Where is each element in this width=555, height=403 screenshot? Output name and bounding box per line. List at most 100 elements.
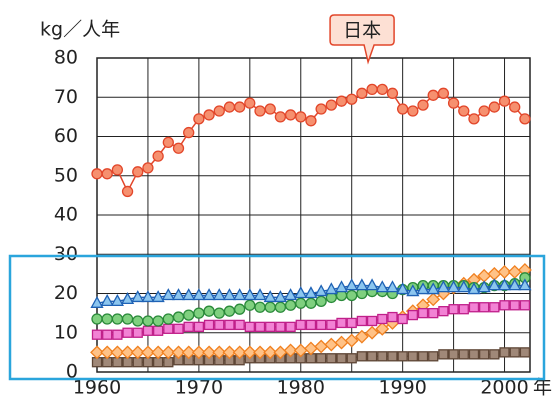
marker	[468, 302, 480, 313]
marker	[193, 321, 205, 333]
x-tick-label: 1960	[73, 377, 121, 399]
marker	[232, 345, 247, 360]
marker	[171, 345, 186, 360]
marker	[354, 329, 369, 344]
marker	[326, 353, 337, 364]
marker	[244, 97, 256, 109]
marker	[325, 99, 337, 111]
marker	[334, 335, 349, 350]
y-axis-label: kg／人年	[40, 19, 120, 41]
marker	[233, 101, 246, 113]
marker	[489, 302, 500, 313]
marker	[375, 321, 390, 336]
marker	[468, 113, 480, 125]
marker	[315, 103, 327, 115]
marker	[283, 343, 298, 358]
marker	[406, 284, 420, 297]
marker	[192, 288, 206, 301]
marker	[263, 345, 278, 360]
marker	[183, 309, 195, 321]
marker	[223, 305, 236, 317]
marker	[242, 345, 257, 360]
marker	[285, 321, 296, 333]
marker	[224, 319, 235, 331]
marker	[326, 319, 337, 331]
marker	[438, 349, 449, 360]
marker	[152, 150, 164, 162]
marker	[172, 142, 185, 154]
marker	[305, 297, 317, 309]
marker	[336, 353, 347, 364]
marker	[203, 305, 215, 317]
marker	[477, 280, 491, 293]
marker	[447, 97, 460, 109]
marker	[387, 311, 398, 323]
y-tick-label: 0	[66, 361, 78, 383]
marker	[203, 319, 215, 331]
marker	[141, 290, 155, 303]
marker	[396, 282, 410, 295]
marker	[467, 282, 481, 295]
marker	[112, 329, 123, 340]
marker	[253, 345, 267, 360]
marker	[468, 349, 480, 360]
marker	[489, 349, 500, 360]
marker	[264, 103, 276, 115]
marker	[132, 315, 144, 327]
x-tick-label: 1970	[175, 377, 223, 399]
marker	[193, 113, 205, 125]
marker	[222, 345, 237, 360]
marker	[305, 319, 317, 331]
marker	[181, 345, 196, 360]
marker	[152, 315, 164, 327]
marker	[214, 319, 225, 331]
marker	[131, 290, 145, 303]
marker	[263, 290, 277, 303]
marker	[315, 353, 327, 364]
y-tick-label: 40	[54, 204, 78, 226]
marker	[509, 101, 521, 113]
marker	[478, 105, 490, 117]
marker	[120, 345, 135, 360]
marker	[100, 345, 115, 360]
marker	[142, 315, 154, 327]
marker	[386, 87, 399, 99]
series-label: 日本	[343, 20, 381, 42]
marker	[457, 280, 471, 293]
marker	[458, 349, 469, 360]
marker	[212, 288, 226, 301]
marker	[233, 303, 246, 315]
marker	[163, 323, 174, 334]
callout	[329, 14, 395, 65]
marker	[141, 345, 155, 360]
marker	[254, 301, 266, 313]
marker	[223, 101, 236, 113]
marker	[111, 313, 124, 325]
marker	[274, 301, 287, 313]
marker	[294, 286, 308, 299]
marker	[336, 317, 347, 329]
marker	[91, 313, 103, 325]
marker	[376, 83, 388, 96]
marker	[487, 266, 502, 281]
marker	[275, 321, 286, 333]
marker	[222, 288, 237, 301]
marker	[284, 299, 297, 311]
marker	[365, 278, 379, 291]
marker	[284, 109, 297, 121]
marker	[438, 306, 449, 317]
marker	[366, 315, 378, 327]
marker	[172, 311, 185, 323]
marker	[499, 347, 510, 358]
marker	[345, 278, 359, 291]
marker	[375, 280, 389, 293]
marker	[448, 304, 459, 315]
marker	[191, 345, 206, 360]
marker	[314, 339, 329, 354]
marker	[121, 185, 134, 198]
marker	[273, 290, 287, 303]
y-tick-label: 30	[54, 243, 78, 265]
marker	[152, 325, 164, 336]
marker	[161, 288, 175, 301]
marker	[130, 345, 145, 360]
